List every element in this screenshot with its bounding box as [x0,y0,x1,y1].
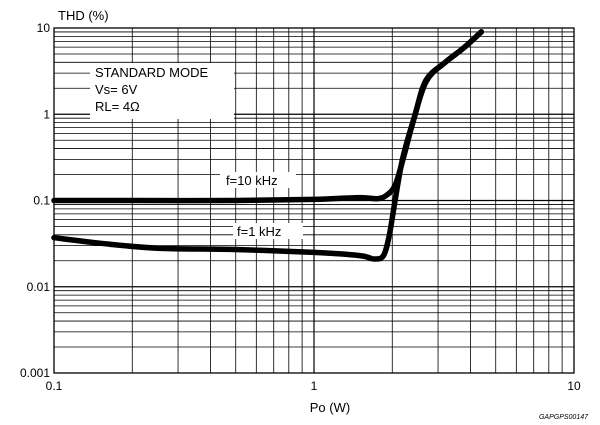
series-label-1khz: f=1 kHz [237,224,281,239]
y-tick-label: 0.001 [20,366,50,380]
y-tick-label: 10 [37,21,51,35]
y-axis-label: THD (%) [58,8,109,23]
x-axis-label: Po (W) [310,400,350,415]
y-tick-label: 0.1 [33,194,50,208]
y-tick-label: 0.01 [27,280,51,294]
conditions-box: STANDARD MODE Vs= 6V RL= 4Ω [90,63,234,119]
series-label-10khz: f=10 kHz [226,173,278,188]
tick-labels: 0.1 1 10 10 1 0.1 0.01 0.001 [20,21,581,393]
series-labels: f=10 kHz f=1 kHz [220,172,303,239]
x-tick-label: 1 [311,379,318,393]
condition-vs: Vs= 6V [95,82,138,97]
condition-rl: RL= 4Ω [95,99,140,114]
y-tick-label: 1 [43,107,50,121]
x-tick-label: 0.1 [46,379,63,393]
figure-code: GAPGPS00147 [539,414,589,421]
x-tick-label: 10 [567,379,581,393]
series-line-1khz [51,29,485,262]
condition-mode: STANDARD MODE [95,65,208,80]
grid [53,27,575,374]
series-lines [51,29,485,262]
